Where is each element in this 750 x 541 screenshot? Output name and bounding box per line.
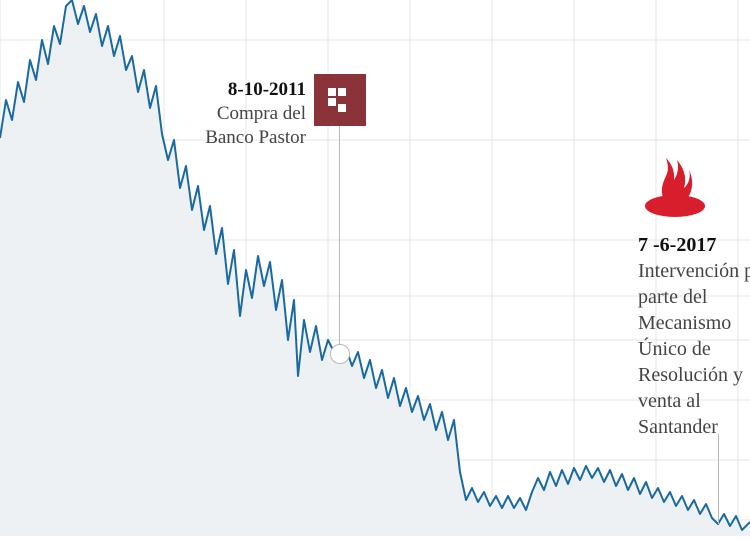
santander-icon xyxy=(640,150,710,220)
annotation-santander: 7 -6-2017 Intervención por parte del Mec… xyxy=(638,232,750,440)
annotation-santander-text: Intervención por parte del Mecanismo Úni… xyxy=(638,258,750,440)
annotation-banco-pastor: 8-10-2011 Compra del Banco Pastor xyxy=(166,78,306,149)
leader-line-santander xyxy=(718,434,719,524)
annotation-pastor-date: 8-10-2011 xyxy=(166,78,306,102)
annotation-pastor-text-1: Compra del xyxy=(166,102,306,126)
leader-marker-pastor xyxy=(330,344,350,364)
annotation-pastor-text-2: Banco Pastor xyxy=(166,126,306,150)
annotation-santander-date: 7 -6-2017 xyxy=(638,232,750,258)
banco-pastor-icon xyxy=(314,74,366,126)
leader-line-pastor xyxy=(339,126,340,352)
